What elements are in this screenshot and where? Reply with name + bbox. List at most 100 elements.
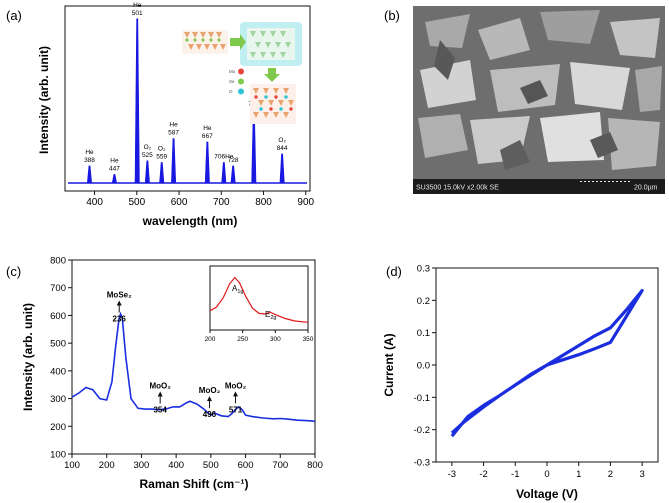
y-tick-label-800: 800 <box>50 256 66 267</box>
mo-o2-lattice-pic <box>250 84 296 124</box>
inset-x-tick-label-350: 350 <box>303 336 314 343</box>
x-tick-label-500: 500 <box>128 197 145 208</box>
legend-mo-label: Mo <box>229 69 236 74</box>
x-tick-label-700: 700 <box>272 460 288 471</box>
y-tick-label-400: 400 <box>50 366 66 377</box>
y-tick-label-0.2: 0.2 <box>417 296 430 307</box>
x-tick-label--3: -3 <box>448 469 456 480</box>
panel-label-b: (b) <box>384 8 400 23</box>
x-tick-label-700: 700 <box>213 197 230 208</box>
x-tick-label-400: 400 <box>86 197 103 208</box>
annotation-value-236: 236 <box>113 314 127 323</box>
inset-x-tick-label-200: 200 <box>205 336 216 343</box>
annotation-species-236: MoSe₂ <box>107 290 132 299</box>
peak-label-728: 728 <box>228 157 239 164</box>
chart-c-ylabel: Intensity (arb. unit) <box>21 303 35 411</box>
x-tick-label-600: 600 <box>171 197 188 208</box>
legend-mo-swatch <box>238 68 244 75</box>
sem-flakes-pic <box>418 10 662 170</box>
peak-label-525: O₂ <box>144 144 152 151</box>
legend-o-label: O <box>229 89 233 94</box>
legend-se-swatch <box>238 78 244 85</box>
peak-label-844: O₂ <box>278 137 286 144</box>
y-tick-label--0.2: -0.2 <box>414 425 430 436</box>
x-tick-label-3: 3 <box>639 469 644 480</box>
annotation-arrowhead-571 <box>233 391 239 397</box>
peak-label-388: 388 <box>84 157 95 164</box>
panel-label-d: (d) <box>386 264 402 279</box>
inset-x-tick-label-300: 300 <box>270 336 281 343</box>
sem-scale-label: 20.0µm <box>634 185 658 192</box>
y-tick-label-0.3: 0.3 <box>417 264 430 275</box>
annotation-arrowhead-354 <box>157 391 163 397</box>
panel-label-c: (c) <box>6 264 21 279</box>
peak-844 <box>279 153 285 184</box>
annotation-value-354: 354 <box>153 406 167 415</box>
arrow-right-icon <box>230 34 246 50</box>
peak-label-667: 667 <box>202 133 213 140</box>
peak-label-559: O₂ <box>158 145 166 152</box>
peak-559 <box>159 162 165 184</box>
x-tick-label-800: 800 <box>255 197 272 208</box>
x-tick-label-900: 900 <box>297 197 314 208</box>
x-tick-label-100: 100 <box>64 460 80 471</box>
peak-667 <box>204 141 210 184</box>
peak-525 <box>144 160 150 184</box>
peak-388 <box>86 165 93 184</box>
y-tick-label-700: 700 <box>50 283 66 294</box>
sem-image-panel: SU3500 15.0kV x2.00k SE 20.0µm <box>413 6 665 194</box>
y-tick-label-500: 500 <box>50 339 66 350</box>
peak-728 <box>230 165 236 184</box>
chart-d-ylabel: Current (A) <box>382 333 396 396</box>
inset-frame <box>209 265 309 331</box>
peak-label-501: He <box>133 2 142 9</box>
annotation-arrowhead-496 <box>206 396 212 402</box>
peak-587 <box>171 138 177 184</box>
annotation-species-354: MoO₂ <box>150 382 172 391</box>
chart-c-series-line <box>71 311 316 423</box>
peak-label-388: He <box>85 149 94 156</box>
peak-label-447: He <box>110 157 119 164</box>
y-tick-label-0.1: 0.1 <box>417 328 430 339</box>
annotation-species-571: MoO₂ <box>225 381 247 390</box>
chart-c: 100 200 300 400 500 600 700 800 100 200 300 400 500 6… <box>21 256 323 492</box>
atom-legend: Mo Se O <box>229 68 244 95</box>
chart-a-ylabel: Intensity (arb. unit) <box>37 46 51 154</box>
peak-label-447: 447 <box>109 165 120 172</box>
x-tick-label-500: 500 <box>203 460 219 471</box>
arrow-down-icon <box>264 68 280 82</box>
sem-info-bar <box>413 179 665 194</box>
y-tick-label--0.1: -0.1 <box>414 393 430 404</box>
peak-label-667: He <box>203 125 212 132</box>
x-tick-label-800: 800 <box>307 460 323 471</box>
intermediate-lattice-pic <box>247 28 295 60</box>
chart-d-iv-loop <box>450 289 644 438</box>
annotation-species-496: MoO₂ <box>199 386 221 395</box>
inset-x-tick-label-250: 250 <box>237 336 248 343</box>
x-tick-label-2: 2 <box>608 469 613 480</box>
legend-se-label: Se <box>229 79 235 84</box>
peak-706 <box>221 162 227 184</box>
x-tick-label--1: -1 <box>511 469 519 480</box>
peak-label-501: 501 <box>132 10 143 17</box>
legend-o-swatch <box>238 88 244 95</box>
inset-a1g-label: A1g <box>232 284 243 295</box>
chart-c-xlabel: Raman Shift (cm⁻¹) <box>139 477 248 491</box>
crystal-structure-inset: Mo Se O <box>182 22 302 124</box>
inset-series-line <box>209 276 309 323</box>
peak-label-525: 525 <box>142 152 153 159</box>
annotation-value-496: 496 <box>203 410 217 419</box>
sem-caption: SU3500 15.0kV x2.00k SE <box>416 185 499 192</box>
x-tick-label-400: 400 <box>168 460 184 471</box>
y-tick-label-300: 300 <box>50 394 66 405</box>
peak-label-587: 587 <box>168 130 179 137</box>
x-tick-label-0: 0 <box>544 469 549 480</box>
chart-c-inset: 200 250 300 350 A1g E2g <box>205 265 314 343</box>
chart-d-xlabel: Voltage (V) <box>516 487 578 501</box>
annotation-value-571: 571 <box>229 405 243 414</box>
x-tick-label-1: 1 <box>576 469 581 480</box>
peak-label-559: 559 <box>156 153 167 160</box>
inset-e2g-label: E2g <box>265 310 276 321</box>
